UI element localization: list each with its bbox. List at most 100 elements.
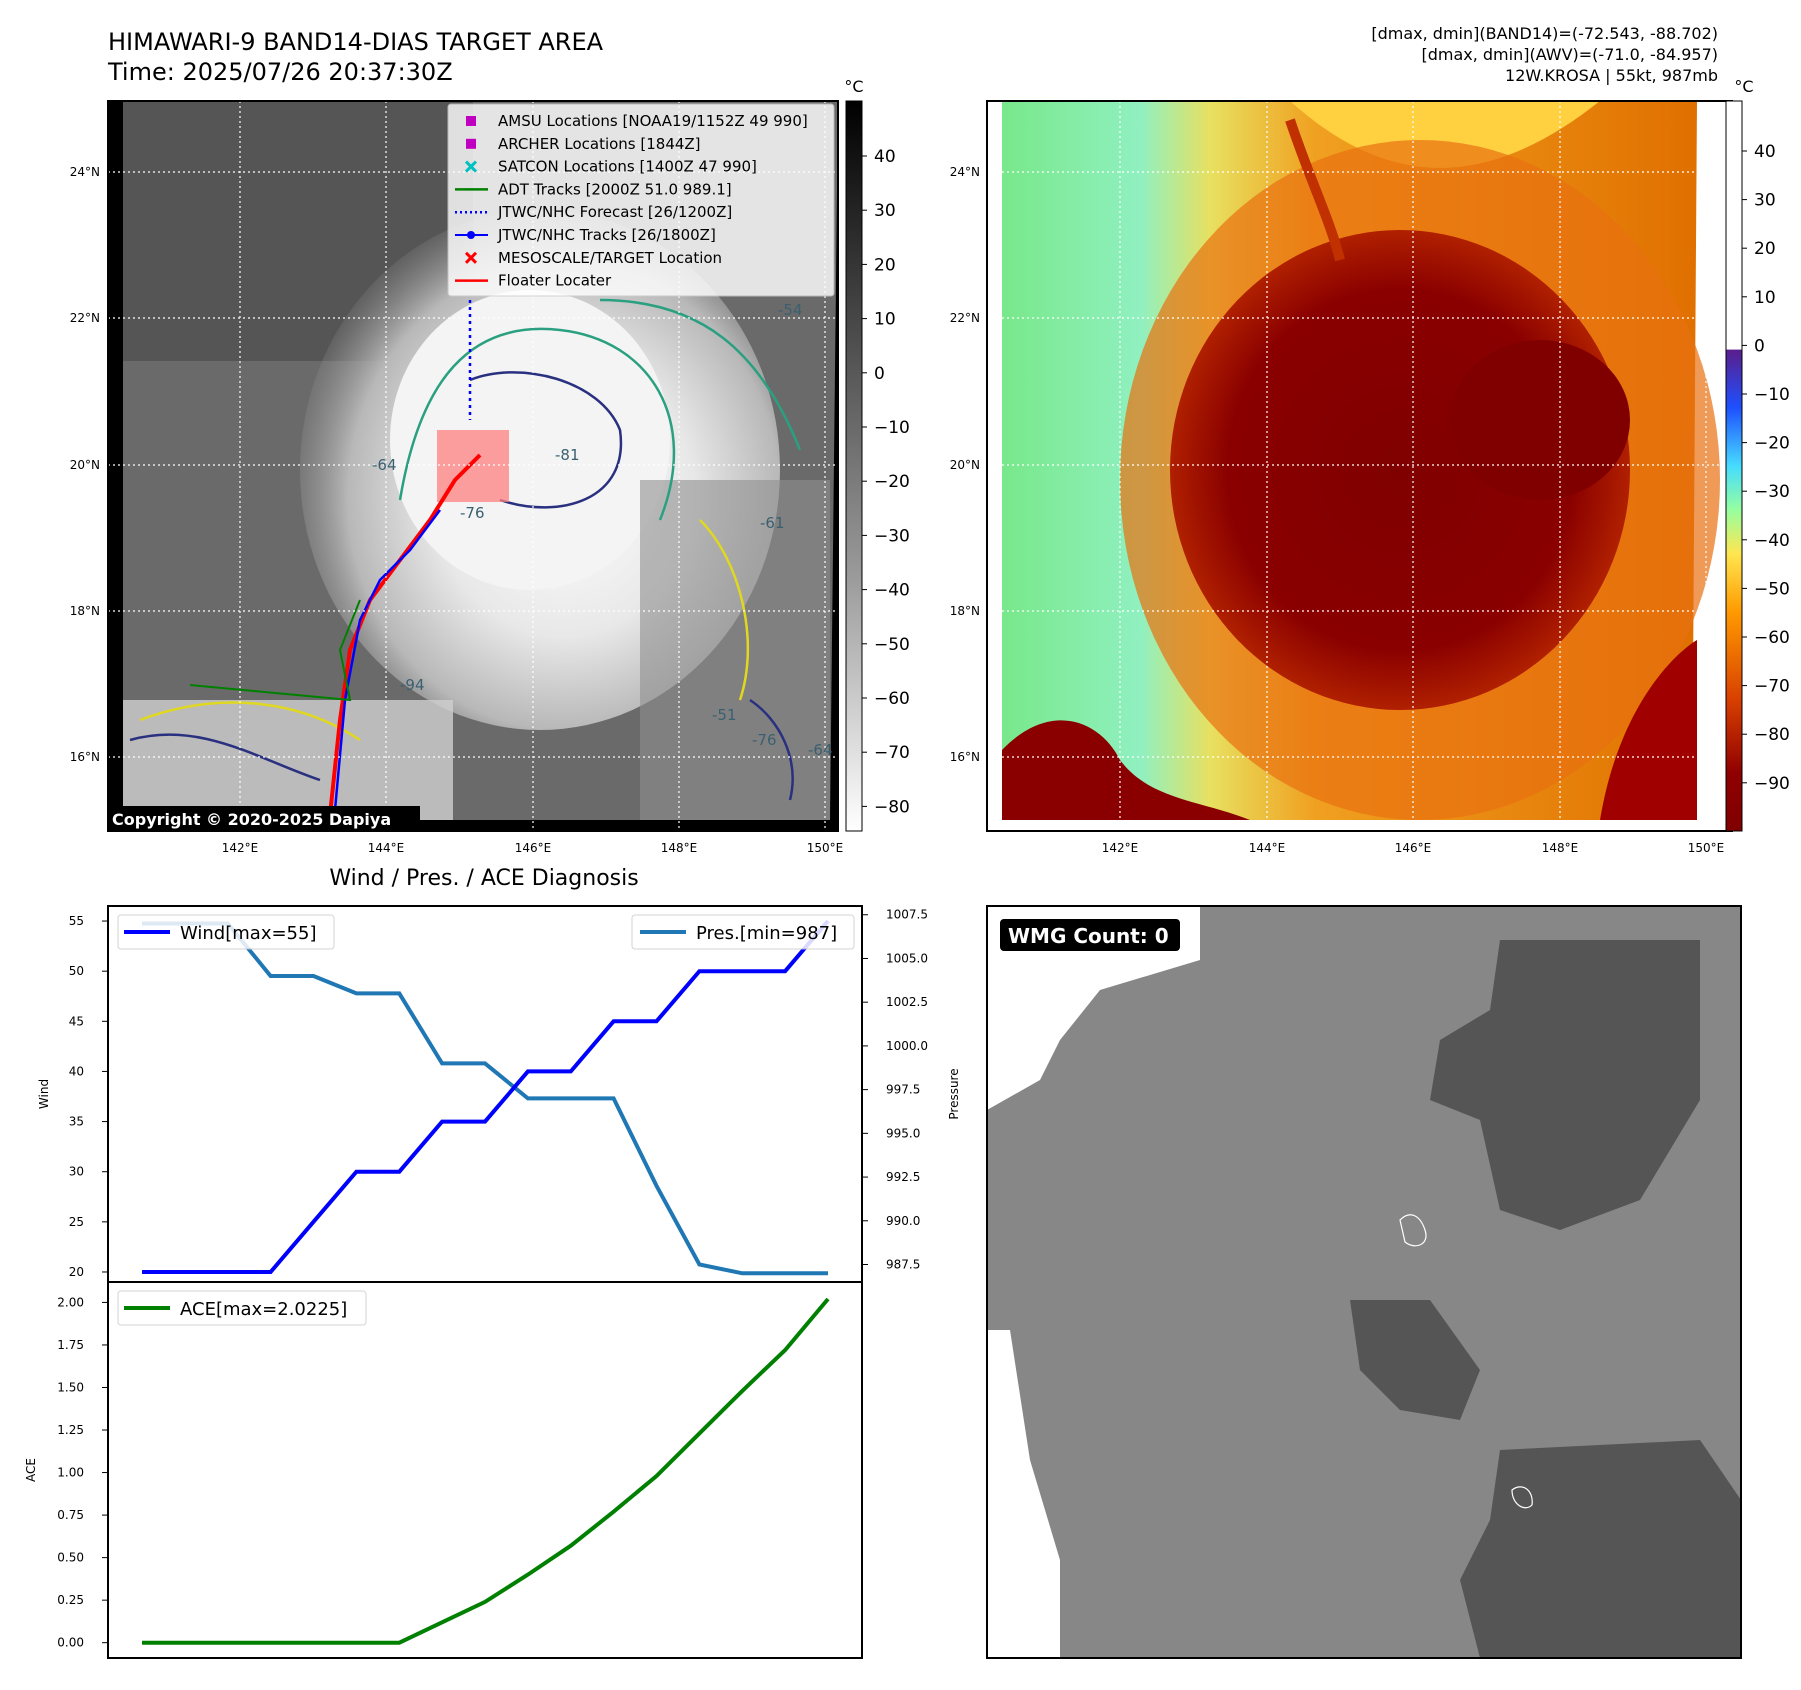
contour-label: -54 bbox=[778, 301, 803, 319]
y-tick-label: 997.5 bbox=[886, 1083, 920, 1097]
ir-lon-label: 142°E bbox=[222, 841, 259, 855]
y-tick-label: 40 bbox=[69, 1064, 84, 1078]
ir-colorbar-unit: °C bbox=[844, 77, 863, 96]
legend-entry: ADT Tracks [2000Z 51.0 989.1] bbox=[455, 180, 732, 198]
ir-lon-label: 144°E bbox=[368, 841, 405, 855]
wind-legend: Wind[max=55] bbox=[117, 914, 335, 950]
ace-legend: ACE[max=2.0225] bbox=[117, 1290, 367, 1326]
y-tick-label: 45 bbox=[69, 1014, 84, 1028]
awv-lat-label: 20°N bbox=[950, 458, 980, 472]
y-tick-label: 1.25 bbox=[57, 1423, 84, 1437]
colorbar-tick-label: 10 bbox=[1754, 288, 1776, 308]
colorbar-tick-label: 30 bbox=[874, 201, 896, 221]
y-tick-label: 1002.5 bbox=[886, 995, 928, 1009]
legend-label: MESOSCALE/TARGET Location bbox=[498, 249, 722, 267]
y-tick-label: 987.5 bbox=[886, 1258, 920, 1272]
colorbar-tick-label: −40 bbox=[874, 581, 910, 601]
ir-lat-label: 22°N bbox=[70, 311, 100, 325]
ace-legend-label: ACE[max=2.0225] bbox=[180, 1299, 347, 1320]
y-tick-label: 1000.0 bbox=[886, 1039, 928, 1053]
ir-colorbar bbox=[845, 100, 863, 832]
awv-lat-label: 16°N bbox=[950, 750, 980, 764]
legend-marker bbox=[466, 138, 476, 149]
awv-lat-label: 24°N bbox=[950, 165, 980, 179]
ace-axis-label: ACE bbox=[24, 1458, 38, 1482]
awv-lon-label: 144°E bbox=[1249, 841, 1286, 855]
legend-entry: AMSU Locations [NOAA19/1152Z 49 990] bbox=[466, 112, 808, 130]
pressure-axis-label: Pressure bbox=[947, 1068, 961, 1119]
y-tick-label: 50 bbox=[69, 964, 84, 978]
info-storm: 12W.KROSA | 55kt, 987mb bbox=[1505, 66, 1718, 85]
awv-lon-label: 146°E bbox=[1395, 841, 1432, 855]
colorbar-tick-label: −70 bbox=[1754, 677, 1790, 697]
colorbar-tick-label: 0 bbox=[874, 364, 885, 384]
y-tick-label: 55 bbox=[69, 914, 84, 928]
y-tick-label: 30 bbox=[69, 1165, 84, 1179]
y-tick-label: 0.75 bbox=[57, 1508, 84, 1522]
colorbar-tick-label: −40 bbox=[1754, 531, 1790, 551]
info-band14: [dmax, dmin](BAND14)=(-72.543, -88.702) bbox=[1371, 24, 1718, 43]
colorbar-tick-label: −90 bbox=[1754, 774, 1790, 794]
y-tick-label: 25 bbox=[69, 1215, 84, 1229]
wind-axis-label: Wind bbox=[37, 1079, 51, 1109]
colorbar-tick-label: −30 bbox=[874, 526, 910, 546]
ir-lat-label: 20°N bbox=[70, 458, 100, 472]
colorbar-tick-label: −10 bbox=[1754, 385, 1790, 405]
legend-label: ADT Tracks [2000Z 51.0 989.1] bbox=[498, 180, 732, 198]
colorbar-tick-label: −80 bbox=[874, 797, 910, 817]
awv-lon-label: 150°E bbox=[1688, 841, 1725, 855]
colorbar-tick-label: −60 bbox=[874, 689, 910, 709]
wind-legend-label: Wind[max=55] bbox=[180, 923, 317, 944]
y-tick-label: 20 bbox=[69, 1265, 84, 1279]
figure-time: Time: 2025/07/26 20:37:30Z bbox=[107, 58, 453, 86]
y-tick-label: 35 bbox=[69, 1115, 84, 1129]
contour-label: -64 bbox=[372, 456, 397, 474]
contour-label: -64 bbox=[808, 741, 833, 759]
colorbar-tick-label: 10 bbox=[874, 310, 896, 330]
figure-title: HIMAWARI-9 BAND14-DIAS TARGET AREA bbox=[108, 28, 604, 56]
legend-label: JTWC/NHC Tracks [26/1800Z] bbox=[497, 226, 716, 244]
ace-series-line bbox=[142, 1297, 830, 1645]
y-tick-label: 1007.5 bbox=[886, 908, 928, 922]
colorbar-tick-label: 0 bbox=[1754, 336, 1765, 356]
legend-label: AMSU Locations [NOAA19/1152Z 49 990] bbox=[498, 112, 808, 130]
colorbar-tick-label: 30 bbox=[1754, 191, 1776, 211]
legend-entry: MESOSCALE/TARGET Location bbox=[464, 249, 722, 267]
info-awv: [dmax, dmin](AWV)=(-71.0, -84.957) bbox=[1421, 45, 1718, 64]
ir-lon-label: 148°E bbox=[661, 841, 698, 855]
y-tick-label: 1.75 bbox=[57, 1338, 84, 1352]
y-tick-label: 2.00 bbox=[57, 1295, 84, 1309]
legend-marker bbox=[464, 160, 478, 173]
colorbar-tick-label: −20 bbox=[1754, 434, 1790, 454]
ir-lon-label: 146°E bbox=[515, 841, 552, 855]
y-tick-label: 1.50 bbox=[57, 1380, 84, 1394]
contour-label: -61 bbox=[760, 514, 785, 532]
wmg-count-label: WMG Count: 0 bbox=[1008, 924, 1169, 948]
y-tick-label: 1.00 bbox=[57, 1466, 84, 1480]
colorbar-tick-label: 20 bbox=[874, 255, 896, 275]
ir-lat-label: 16°N bbox=[70, 750, 100, 764]
ir-lon-label: 150°E bbox=[807, 841, 844, 855]
y-tick-label: 0.50 bbox=[57, 1551, 84, 1565]
legend-entry: JTWC/NHC Forecast [26/1200Z] bbox=[455, 203, 732, 221]
contour-label: -76 bbox=[752, 731, 777, 749]
awv-lon-label: 148°E bbox=[1542, 841, 1579, 855]
awv-map: 24°N 22°N 20°N 18°N 16°N 142°E 144°E 146… bbox=[950, 77, 1790, 855]
contour-label: -81 bbox=[555, 446, 580, 464]
pressure-series-line bbox=[142, 921, 828, 1276]
colorbar-tick-label: 40 bbox=[1754, 142, 1776, 162]
colorbar-tick-label: −60 bbox=[1754, 628, 1790, 648]
y-tick-label: 0.25 bbox=[57, 1593, 84, 1607]
legend-label: ARCHER Locations [1844Z] bbox=[498, 135, 701, 153]
diagnosis-title: Wind / Pres. / ACE Diagnosis bbox=[329, 866, 638, 891]
colorbar-tick-label: −80 bbox=[1754, 725, 1790, 745]
colorbar-tick-label: −50 bbox=[1754, 579, 1790, 599]
pressure-legend: Pres.[min=987] bbox=[631, 914, 855, 950]
awv-lat-label: 18°N bbox=[950, 604, 980, 618]
legend-marker-dot bbox=[467, 231, 475, 239]
y-tick-label: 995.0 bbox=[886, 1126, 920, 1140]
colorbar-tick-label: 20 bbox=[1754, 239, 1776, 259]
pressure-legend-label: Pres.[min=987] bbox=[696, 923, 837, 944]
legend-marker bbox=[466, 116, 476, 126]
